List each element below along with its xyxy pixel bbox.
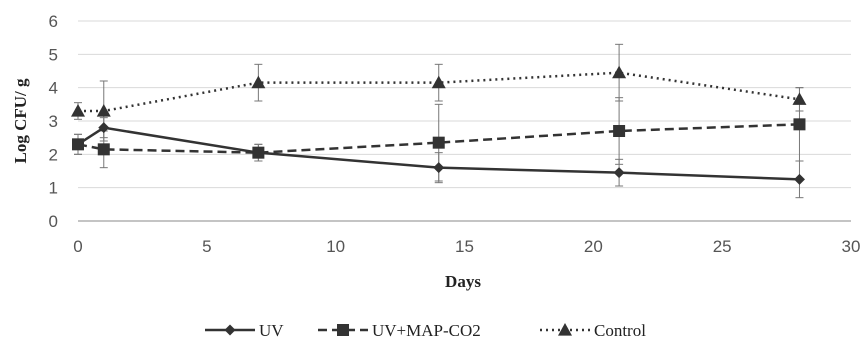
- y-tick-label: 4: [49, 79, 58, 98]
- data-point-diamond: [224, 324, 236, 336]
- data-point-triangle: [612, 65, 627, 79]
- data-point-square: [793, 118, 806, 131]
- data-point-triangle: [792, 92, 807, 105]
- data-point-square: [337, 324, 349, 336]
- x-tick-label: 30: [842, 237, 861, 256]
- legend-item-1: UV: [205, 321, 284, 340]
- y-tick-label: 2: [49, 145, 58, 164]
- x-axis-title: Days: [445, 272, 481, 291]
- data-point-triangle: [96, 104, 111, 117]
- data-point-square: [252, 146, 265, 159]
- legend-item-3: Control: [540, 321, 646, 340]
- y-axis-title: Log CFU/ g: [11, 78, 30, 164]
- legend: UV UV+MAP-CO2 Control: [205, 321, 646, 340]
- data-point-square: [72, 138, 84, 151]
- y-tick-label: 0: [49, 212, 58, 231]
- legend-label: Control: [594, 321, 646, 340]
- y-tick-label: 1: [49, 179, 58, 198]
- data-point-triangle: [558, 323, 572, 336]
- x-tick-label: 25: [713, 237, 732, 256]
- series-layer: [71, 43, 807, 199]
- y-tick-label: 5: [49, 45, 58, 64]
- legend-label: UV: [259, 321, 284, 340]
- legend-label: UV+MAP-CO2: [372, 321, 481, 340]
- y-tick-label: 6: [49, 12, 58, 31]
- x-tick-label: 15: [455, 237, 474, 256]
- data-point-square: [432, 136, 445, 149]
- data-point-diamond: [613, 167, 625, 179]
- data-point-square: [97, 143, 110, 156]
- x-tick-label: 5: [202, 237, 211, 256]
- data-point-diamond: [433, 162, 445, 174]
- y-tick-label: 3: [49, 112, 58, 131]
- x-tick-label: 10: [326, 237, 345, 256]
- series-2: [72, 118, 806, 159]
- y-tick-labels: 0 1 2 3 4 5 6: [49, 12, 58, 231]
- x-tick-label: 20: [584, 237, 603, 256]
- series-line: [77, 126, 800, 181]
- x-tick-labels: 0 5 10 15 20 25 30: [73, 237, 860, 256]
- data-point-triangle: [71, 104, 85, 117]
- data-point-diamond: [98, 122, 110, 134]
- gridlines: [78, 20, 851, 222]
- data-point-square: [613, 125, 626, 137]
- legend-item-2: UV+MAP-CO2: [318, 321, 481, 340]
- data-point-triangle: [431, 75, 446, 89]
- data-point-triangle: [251, 75, 266, 89]
- x-tick-label: 0: [73, 237, 82, 256]
- data-point-diamond: [793, 173, 805, 185]
- series-3: [71, 65, 807, 117]
